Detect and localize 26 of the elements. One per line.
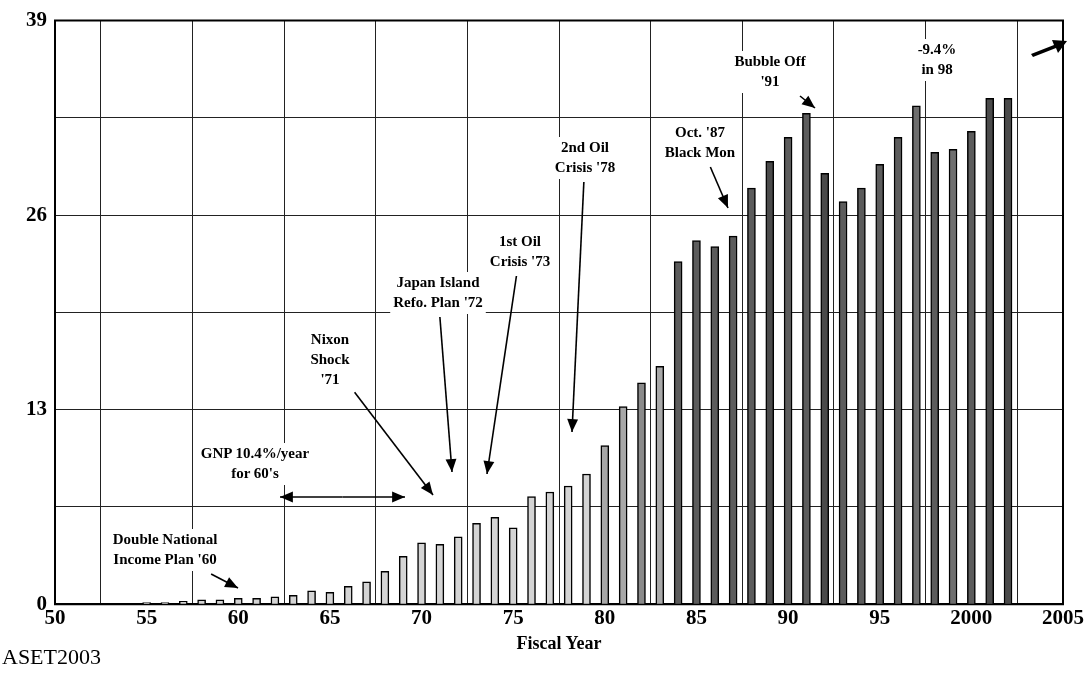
annotation: 2nd Oil Crisis '78	[554, 138, 616, 175]
x-tick-label: 2005	[1042, 605, 1084, 630]
text: ASET2003	[2, 643, 101, 669]
x-axis-title: Fiscal Year	[516, 632, 602, 653]
y-tick-label: 26	[26, 201, 47, 226]
annotation: GNP 10.4%/year for 60's	[200, 444, 310, 481]
annotation: -9.4% in 98	[917, 40, 957, 77]
x-tick-label: 65	[319, 605, 341, 630]
annotation: Double National Income Plan '60	[112, 530, 218, 567]
annotation: Japan Island Refo. Plan '72	[393, 273, 483, 310]
x-tick-label: 70	[411, 605, 433, 630]
x-tick-label: 95	[869, 605, 891, 630]
y-tick-label: 13	[26, 396, 47, 421]
annotation: Bubble Off '91	[734, 52, 807, 89]
annotation: Oct. '87 Black Mon	[664, 123, 736, 160]
y-tick-label: 39	[26, 7, 47, 32]
annotation: Nixon Shock '71	[310, 330, 351, 387]
x-tick-label: 60	[227, 605, 249, 630]
x-tick-label: 55	[136, 605, 158, 630]
x-tick-label: 80	[594, 605, 616, 630]
x-tick-label: 90	[777, 605, 799, 630]
x-tick-label: 2000	[950, 605, 993, 630]
x-tick-label: 75	[502, 605, 524, 630]
x-tick-label: 85	[685, 605, 707, 630]
annotation: 1st Oil Crisis '73	[489, 232, 551, 269]
y-tick-label: 0	[36, 590, 47, 615]
